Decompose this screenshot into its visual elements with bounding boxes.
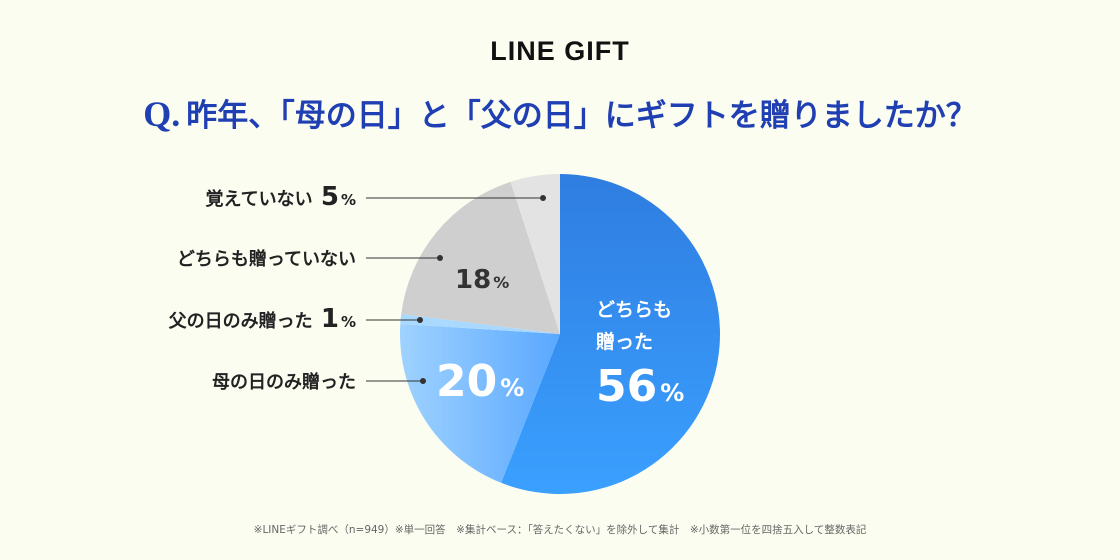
outside-label-3: 父の日のみ贈った 1% xyxy=(169,304,356,334)
slice-value-both: 56% xyxy=(596,361,684,412)
question-title: Q. 昨年、「母の日」と「父の日」にギフトを贈りましたか？ xyxy=(0,90,1120,135)
line-gift-logo: LINE GIFT xyxy=(490,36,630,66)
outside-label-4: どちらも贈っていない xyxy=(177,248,356,270)
outside-label-5: 覚えていない 5% xyxy=(205,182,356,212)
leader-dot-5 xyxy=(540,195,546,201)
slice-label-both-line1: どちらも xyxy=(596,299,672,321)
footnote: ※LINEギフト調べ（n=949）※単一回答 ※集計ベース：「答えたくない」を除… xyxy=(253,524,867,536)
pie-slice-4 xyxy=(401,181,560,334)
leader-dot-3 xyxy=(417,317,423,323)
pie-slice-1 xyxy=(501,174,720,494)
question-prefix: Q. xyxy=(143,94,181,134)
leader-dot-4 xyxy=(437,255,443,261)
pie-slice-2 xyxy=(400,323,560,483)
slice-label-both-line2: 贈った xyxy=(596,330,653,353)
pie-slice-5 xyxy=(510,174,560,334)
outside-label-2: 母の日のみ贈った xyxy=(212,371,356,393)
leader-dot-2 xyxy=(420,378,426,384)
slice-value-mother-only: 20% xyxy=(436,356,524,407)
question-text: 昨年、「母の日」と「父の日」にギフトを贈りましたか？ xyxy=(186,98,977,134)
pie-slice-3 xyxy=(400,313,560,334)
slice-value-neither: 18% xyxy=(455,265,509,295)
